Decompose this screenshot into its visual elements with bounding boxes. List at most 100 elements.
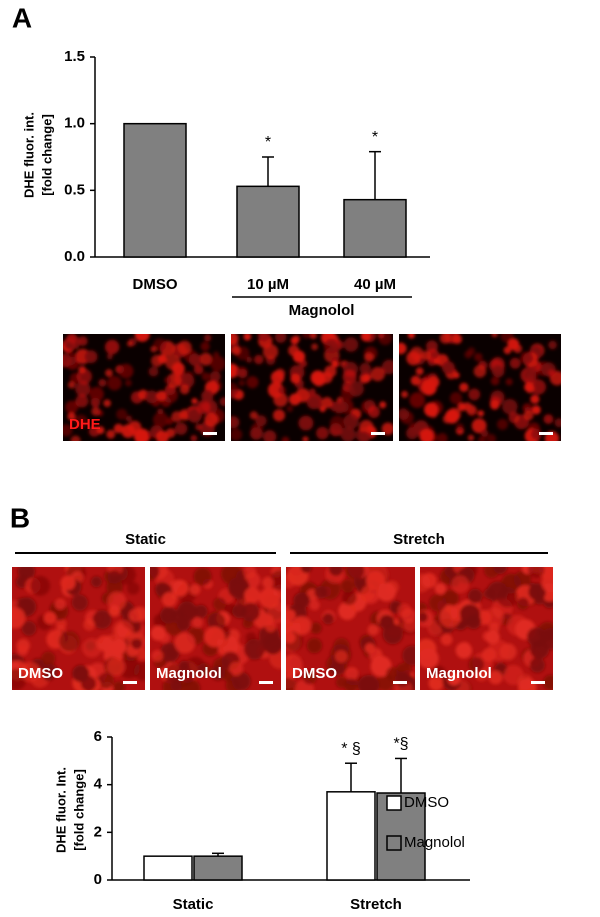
cell	[302, 436, 309, 441]
cell	[176, 601, 198, 622]
cell	[74, 414, 88, 429]
cell	[246, 376, 259, 389]
cell	[302, 334, 311, 339]
cell	[70, 435, 81, 441]
cell	[338, 398, 354, 414]
cell	[67, 381, 76, 389]
cell	[334, 650, 348, 663]
x-tick-label: 10 µM	[247, 276, 289, 293]
cell	[65, 400, 79, 414]
cell	[77, 336, 88, 347]
cell	[161, 592, 177, 607]
cell	[148, 366, 159, 377]
cell	[249, 411, 258, 420]
cell	[474, 352, 483, 362]
cell	[204, 626, 225, 648]
significance-mark: *	[265, 134, 271, 151]
cell	[75, 394, 89, 408]
cell	[113, 681, 125, 690]
cell	[54, 598, 66, 610]
cell	[456, 423, 464, 431]
cell	[220, 567, 242, 585]
cell	[159, 632, 171, 644]
cell	[292, 616, 312, 636]
cell	[16, 644, 29, 656]
cell	[156, 390, 167, 402]
cell	[439, 334, 451, 344]
micrograph: DMSO	[12, 567, 145, 690]
cell	[174, 632, 196, 654]
cell	[490, 376, 500, 386]
cell	[150, 567, 160, 581]
cell	[548, 369, 556, 377]
cell	[406, 351, 421, 366]
cells	[231, 334, 393, 441]
image-label: DHE	[69, 416, 101, 433]
cell	[505, 378, 513, 386]
cell	[478, 360, 488, 370]
cell	[231, 345, 241, 356]
significance-mark: *§	[393, 736, 408, 753]
cell	[364, 352, 374, 363]
cell	[434, 583, 447, 595]
cell	[548, 340, 557, 350]
cell	[84, 350, 98, 364]
cell	[407, 334, 415, 339]
cell	[436, 432, 448, 441]
cell	[306, 395, 321, 410]
cell	[102, 634, 123, 655]
cell	[310, 622, 322, 634]
cell	[151, 354, 164, 367]
cell	[420, 648, 439, 669]
cell	[502, 398, 518, 415]
cell	[207, 612, 226, 631]
cells	[399, 334, 561, 441]
cell	[43, 611, 57, 625]
bar	[326, 791, 376, 881]
legend-label: Magnolol	[404, 834, 465, 851]
cell	[523, 367, 539, 383]
cell	[451, 575, 470, 594]
cell	[528, 567, 545, 579]
cell	[107, 657, 126, 676]
cell	[121, 424, 136, 439]
cell	[212, 597, 227, 611]
cell	[262, 344, 279, 360]
cell	[262, 576, 274, 589]
cell	[466, 404, 477, 415]
y-axis-label: DHE fluor. int.	[21, 112, 36, 198]
cell	[238, 379, 245, 387]
cell	[131, 638, 142, 650]
cell	[286, 632, 296, 644]
cell	[379, 401, 387, 409]
cell	[71, 594, 89, 611]
cell	[286, 609, 296, 621]
cell	[348, 381, 364, 397]
cell	[191, 397, 198, 405]
cell	[103, 399, 112, 408]
cell	[201, 389, 214, 403]
cell	[554, 418, 561, 428]
cell	[381, 359, 393, 375]
cells	[63, 334, 225, 441]
cell	[537, 621, 553, 642]
cell	[513, 344, 523, 354]
cell	[424, 402, 439, 417]
cell	[204, 412, 219, 427]
micrograph: DHE	[63, 334, 225, 441]
cell	[150, 345, 157, 353]
bar	[343, 198, 407, 258]
cell	[370, 366, 386, 382]
y-tick-label: 0	[94, 871, 102, 888]
cell	[162, 387, 179, 404]
cell	[210, 355, 225, 372]
cell	[385, 580, 399, 594]
y-tick-label: 0.5	[64, 181, 85, 198]
cell	[421, 572, 437, 589]
cell	[231, 416, 240, 429]
cell	[171, 362, 185, 376]
cell	[345, 567, 365, 580]
cell	[75, 381, 91, 397]
cell	[427, 376, 440, 389]
cell	[483, 587, 495, 600]
